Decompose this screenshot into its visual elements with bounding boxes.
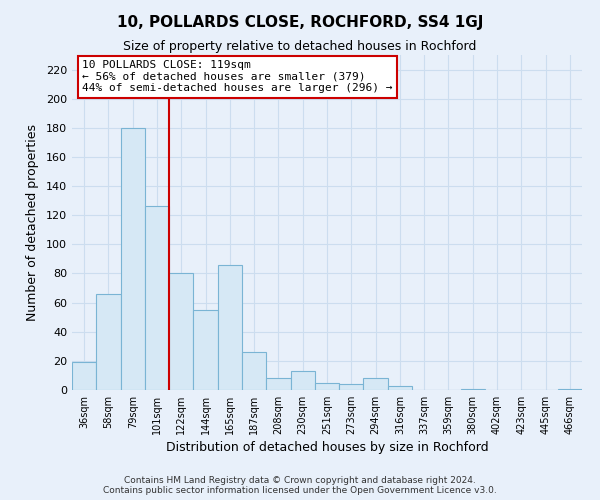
Text: Size of property relative to detached houses in Rochford: Size of property relative to detached ho… — [124, 40, 476, 53]
Bar — [218, 264, 242, 390]
Bar — [169, 274, 193, 390]
Bar — [96, 294, 121, 390]
X-axis label: Distribution of detached houses by size in Rochford: Distribution of detached houses by size … — [166, 441, 488, 454]
Bar — [315, 382, 339, 390]
Bar — [266, 378, 290, 390]
Text: 10, POLLARDS CLOSE, ROCHFORD, SS4 1GJ: 10, POLLARDS CLOSE, ROCHFORD, SS4 1GJ — [117, 15, 483, 30]
Bar — [72, 362, 96, 390]
Bar — [558, 388, 582, 390]
Bar — [121, 128, 145, 390]
Text: Contains HM Land Registry data © Crown copyright and database right 2024.
Contai: Contains HM Land Registry data © Crown c… — [103, 476, 497, 495]
Bar — [242, 352, 266, 390]
Bar — [145, 206, 169, 390]
Text: 10 POLLARDS CLOSE: 119sqm
← 56% of detached houses are smaller (379)
44% of semi: 10 POLLARDS CLOSE: 119sqm ← 56% of detac… — [82, 60, 392, 93]
Bar — [364, 378, 388, 390]
Y-axis label: Number of detached properties: Number of detached properties — [26, 124, 39, 321]
Bar — [461, 388, 485, 390]
Bar — [339, 384, 364, 390]
Bar — [193, 310, 218, 390]
Bar — [290, 371, 315, 390]
Bar — [388, 386, 412, 390]
